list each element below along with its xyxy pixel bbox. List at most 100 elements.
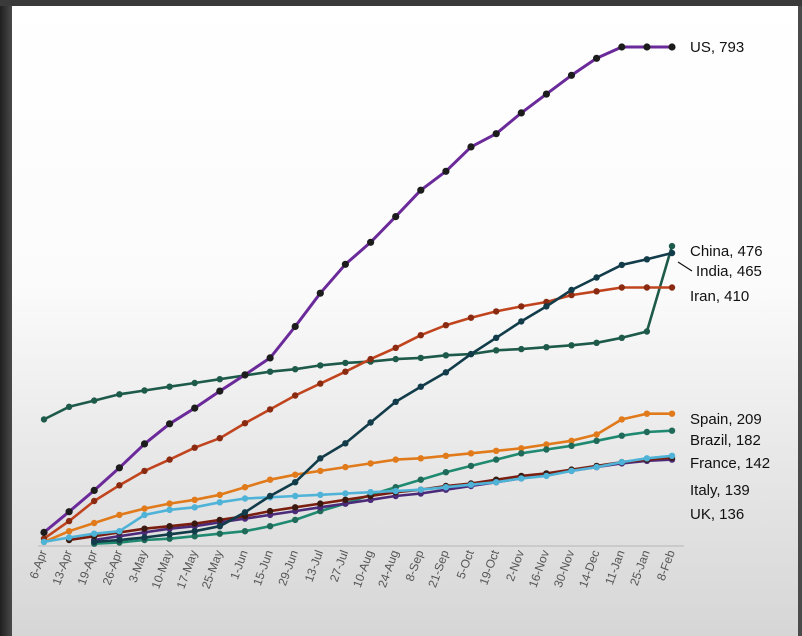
data-point-france — [417, 486, 424, 493]
data-point-spain — [442, 452, 450, 459]
x-tick-label: 10-May — [149, 548, 176, 590]
data-point-brazil — [543, 446, 550, 453]
x-tick-label: 25-May — [199, 548, 226, 590]
data-point-spain — [266, 476, 274, 483]
data-point-iran — [543, 298, 550, 306]
data-point-india — [91, 538, 98, 546]
data-point-italy — [166, 523, 173, 530]
data-point-france — [442, 484, 450, 491]
series-line-france — [43, 454, 673, 544]
x-tick-label: 14-Dec — [576, 548, 602, 589]
data-point-italy — [342, 496, 349, 503]
data-point-us — [542, 90, 551, 98]
x-tick-label: 17-May — [174, 548, 201, 590]
data-point-us — [140, 440, 149, 448]
data-point-spain — [392, 456, 399, 463]
data-point-china — [417, 354, 424, 362]
data-point-iran — [216, 435, 223, 442]
data-point-spain — [141, 505, 148, 512]
data-point-us — [115, 464, 123, 472]
data-point-france — [643, 455, 651, 462]
data-point-iran — [65, 517, 73, 525]
data-point-italy — [266, 507, 274, 515]
data-point-france — [216, 499, 223, 506]
data-point-spain — [668, 410, 676, 417]
data-point-france — [543, 472, 550, 480]
data-point-india — [442, 369, 450, 376]
data-point-spain — [317, 467, 324, 475]
data-point-france — [116, 528, 123, 535]
data-point-france — [493, 479, 500, 486]
data-point-us — [643, 43, 651, 51]
india-label-leader — [677, 261, 693, 272]
data-point-spain — [65, 528, 73, 535]
data-point-spain — [618, 416, 625, 423]
data-point-spain — [643, 410, 651, 417]
series-china — [40, 242, 676, 423]
data-point-china — [40, 416, 48, 423]
data-point-spain — [116, 511, 123, 519]
series-line-us — [43, 45, 672, 534]
data-point-italy — [141, 525, 148, 532]
data-point-china — [392, 355, 399, 363]
x-tick-label: 10-Aug — [350, 548, 376, 589]
series-label-brazil: Brazil, 182 — [690, 432, 761, 449]
x-tick-label: 16-Nov — [526, 548, 552, 589]
data-point-india — [317, 455, 324, 462]
x-tick-label: 26-Apr — [100, 548, 125, 587]
data-point-italy — [292, 504, 299, 511]
x-tick-label: 5-Oct — [454, 548, 477, 581]
series-label-uk: UK, 136 — [690, 506, 744, 523]
data-point-china — [91, 397, 98, 404]
data-point-spain — [91, 519, 98, 527]
data-point-china — [668, 242, 676, 250]
data-point-iran — [643, 284, 651, 291]
data-point-india — [593, 274, 600, 281]
x-tick-label: 3-May — [126, 548, 151, 584]
data-point-us — [417, 186, 425, 194]
data-point-china — [141, 387, 148, 394]
data-point-iran — [392, 344, 399, 351]
series-line-spain — [43, 412, 672, 544]
data-point-iran — [442, 322, 450, 329]
data-point-iran — [367, 355, 374, 363]
data-point-france — [618, 458, 625, 466]
x-tick-label: 29-Jun — [275, 548, 301, 587]
data-point-india — [618, 261, 625, 269]
series-india — [91, 249, 676, 546]
data-point-us — [266, 354, 274, 362]
data-point-us — [40, 528, 48, 537]
data-point-india — [141, 534, 148, 541]
data-point-iran — [266, 406, 274, 413]
data-point-italy — [216, 516, 223, 524]
x-tick-label: 1-Jun — [227, 548, 250, 581]
data-point-iran — [317, 380, 324, 387]
x-tick-label: 8-Feb — [654, 548, 678, 583]
data-point-france — [568, 467, 575, 475]
data-point-france — [65, 534, 73, 541]
data-point-italy — [317, 500, 324, 507]
data-point-brazil — [668, 427, 676, 434]
data-point-france — [166, 506, 173, 513]
data-point-france — [392, 487, 399, 495]
data-point-france — [40, 538, 48, 546]
data-point-iran — [493, 308, 500, 315]
data-point-iran — [141, 467, 148, 475]
data-point-us — [241, 371, 249, 379]
data-point-india — [493, 334, 500, 341]
data-point-us — [166, 420, 174, 428]
data-point-italy — [191, 520, 198, 527]
screen-edge-right — [798, 0, 802, 636]
data-point-china — [292, 366, 299, 373]
data-point-france — [518, 475, 525, 482]
data-point-india — [518, 318, 525, 325]
data-point-iran — [342, 368, 349, 375]
data-point-spain — [593, 431, 600, 438]
x-tick-label: 30-Nov — [551, 548, 577, 589]
data-point-china — [493, 347, 500, 354]
data-point-india — [392, 398, 399, 405]
data-point-india — [292, 479, 299, 486]
data-point-us — [316, 289, 324, 297]
screen-edge-left — [0, 0, 12, 636]
series-label-france: France, 142 — [690, 455, 770, 472]
